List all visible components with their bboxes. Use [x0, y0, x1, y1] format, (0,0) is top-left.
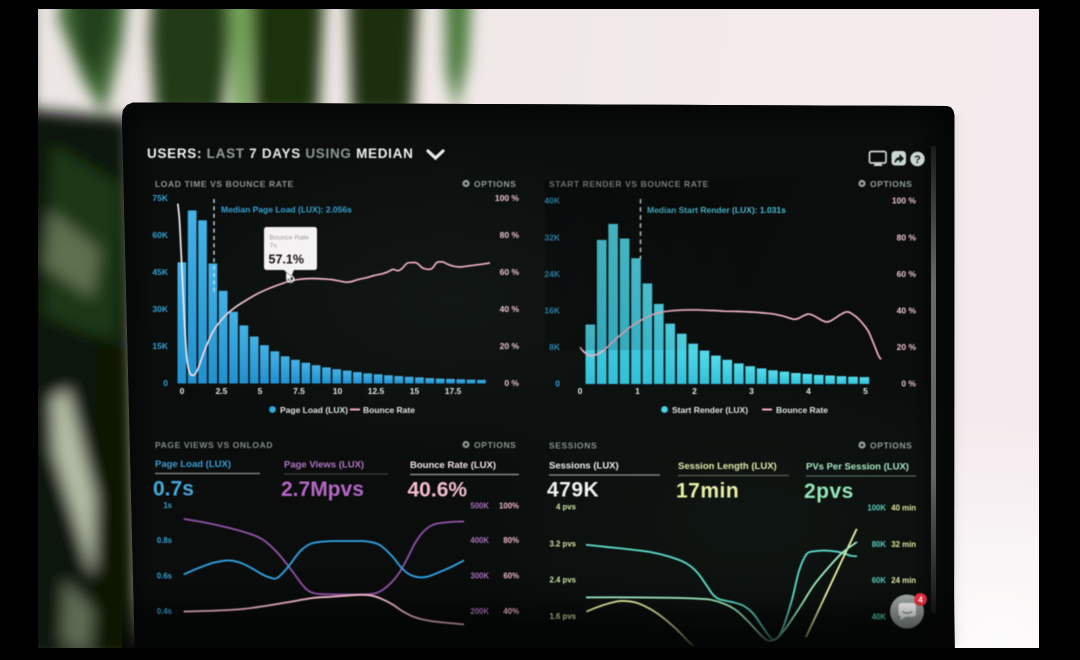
svg-text:Start Render (LUX): Start Render (LUX) [672, 405, 748, 415]
svg-text:40K: 40K [544, 196, 560, 206]
svg-text:0: 0 [163, 378, 168, 388]
svg-text:3.2 pvs: 3.2 pvs [550, 540, 577, 549]
svg-text:30K: 30K [152, 304, 168, 314]
svg-text:3: 3 [749, 386, 754, 396]
svg-text:START RENDER VS BOUNCE RATE: START RENDER VS BOUNCE RATE [549, 179, 709, 189]
svg-text:60K: 60K [872, 576, 887, 585]
svg-text:Page Load (LUX): Page Load (LUX) [155, 459, 231, 470]
svg-text:500K: 500K [470, 502, 489, 511]
svg-text:2: 2 [692, 386, 697, 396]
svg-text:Bounce Rate: Bounce Rate [270, 235, 310, 242]
svg-text:24 min: 24 min [891, 576, 916, 585]
svg-text:Page Views (LUX): Page Views (LUX) [284, 460, 364, 471]
svg-text:80 %: 80 % [500, 230, 520, 240]
svg-text:80K: 80K [872, 540, 887, 549]
svg-text:2pvs: 2pvs [804, 480, 854, 503]
svg-text:OPTIONS: OPTIONS [474, 440, 516, 450]
svg-text:Bounce Rate: Bounce Rate [776, 405, 828, 415]
svg-text:479K: 479K [547, 479, 599, 502]
svg-text:40 min: 40 min [891, 504, 916, 513]
svg-text:15: 15 [410, 386, 420, 396]
svg-text:0: 0 [180, 386, 185, 396]
svg-text:SESSIONS: SESSIONS [549, 441, 597, 451]
svg-text:15K: 15K [152, 341, 168, 351]
svg-text:8K: 8K [549, 342, 561, 352]
svg-text:32K: 32K [544, 233, 560, 243]
svg-text:12.5: 12.5 [368, 386, 385, 396]
svg-text:4: 4 [806, 386, 811, 396]
svg-text:1: 1 [635, 386, 640, 396]
svg-text:60K: 60K [152, 230, 168, 240]
svg-text:PAGE VIEWS VS ONLOAD: PAGE VIEWS VS ONLOAD [155, 440, 273, 450]
svg-text:80%: 80% [503, 536, 519, 545]
svg-text:Sessions (LUX): Sessions (LUX) [549, 461, 619, 472]
svg-text:0.8s: 0.8s [157, 536, 173, 545]
svg-text:7s: 7s [270, 243, 278, 250]
svg-text:400K: 400K [470, 536, 489, 545]
svg-text:100 %: 100 % [495, 193, 520, 203]
svg-text:Bounce Rate: Bounce Rate [363, 405, 415, 415]
svg-text:2.4 pvs: 2.4 pvs [550, 576, 577, 585]
svg-text:Median Page Load (LUX): 2.056s: Median Page Load (LUX): 2.056s [221, 205, 352, 215]
svg-text:40 %: 40 % [897, 306, 917, 316]
svg-text:5: 5 [863, 386, 868, 396]
svg-text:0 %: 0 % [901, 379, 916, 389]
svg-text:Session Length (LUX): Session Length (LUX) [678, 461, 777, 472]
svg-text:100 %: 100 % [892, 196, 917, 206]
svg-text:Median Start Render (LUX): 1.0: Median Start Render (LUX): 1.031s [647, 205, 786, 215]
svg-text:4 pvs: 4 pvs [556, 503, 577, 512]
svg-text:Page Load (LUX): Page Load (LUX) [280, 405, 348, 415]
svg-text:0.6s: 0.6s [157, 572, 173, 581]
svg-text:OPTIONS: OPTIONS [870, 441, 912, 451]
svg-text:17.5: 17.5 [445, 386, 462, 396]
svg-text:1s: 1s [163, 501, 172, 510]
svg-text:32 min: 32 min [891, 540, 916, 549]
svg-text:10: 10 [333, 386, 343, 396]
svg-text:0 %: 0 % [504, 378, 519, 388]
svg-text:0.7s: 0.7s [153, 478, 194, 501]
svg-text:0: 0 [555, 379, 560, 389]
svg-text:0: 0 [578, 386, 583, 396]
svg-text:5: 5 [258, 386, 263, 396]
svg-text:7.5: 7.5 [293, 386, 305, 396]
svg-text:80 %: 80 % [897, 233, 917, 243]
svg-text:45K: 45K [152, 267, 168, 277]
svg-text:17min: 17min [676, 480, 739, 503]
svg-text:100K: 100K [867, 504, 886, 513]
svg-text:2.7Mpvs: 2.7Mpvs [281, 478, 364, 501]
svg-text:40 %: 40 % [500, 304, 520, 314]
svg-text:60%: 60% [503, 572, 519, 581]
svg-text:300K: 300K [470, 572, 489, 581]
svg-text:60 %: 60 % [500, 267, 520, 277]
svg-text:?: ? [914, 154, 921, 166]
svg-text:20 %: 20 % [897, 342, 917, 352]
svg-text:40.6%: 40.6% [408, 479, 468, 502]
svg-text:OPTIONS: OPTIONS [474, 179, 516, 189]
svg-text:24K: 24K [544, 269, 560, 279]
svg-text:OPTIONS: OPTIONS [870, 179, 912, 189]
svg-text:16K: 16K [544, 306, 560, 316]
svg-text:60 %: 60 % [897, 269, 917, 279]
svg-text:LOAD TIME VS BOUNCE RATE: LOAD TIME VS BOUNCE RATE [155, 179, 294, 189]
svg-text:57.1%: 57.1% [269, 253, 304, 267]
svg-text:20 %: 20 % [500, 341, 520, 351]
svg-text:75K: 75K [152, 193, 168, 203]
svg-text:Bounce Rate (LUX): Bounce Rate (LUX) [410, 460, 496, 471]
svg-text:2.5: 2.5 [216, 386, 228, 396]
svg-text:100%: 100% [499, 502, 519, 511]
svg-text:PVs Per Session (LUX): PVs Per Session (LUX) [806, 462, 909, 473]
